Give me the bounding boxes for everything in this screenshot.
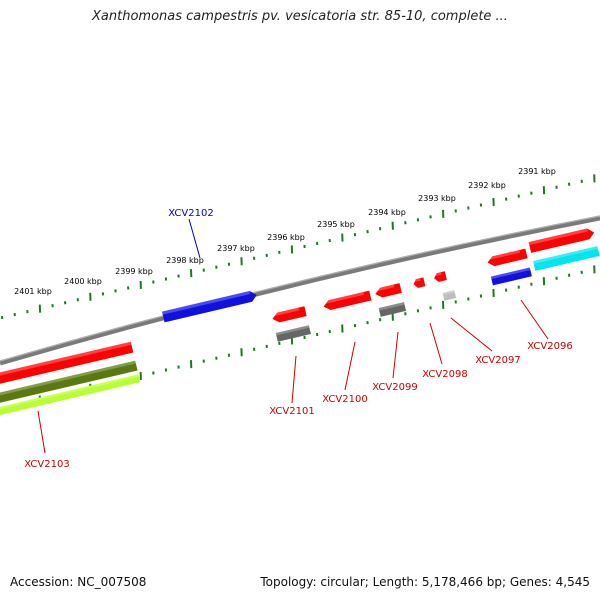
gene-label-xcv2099[interactable]: XCV2099 [372, 382, 417, 393]
xcv2098-feature [433, 271, 447, 282]
kbp-tick-label: 2397 kbp [217, 244, 255, 253]
kbp-tick-label: 2395 kbp [317, 220, 355, 229]
backbone-highlight [0, 215, 600, 362]
kbp-tick-label: 2398 kbp [166, 256, 204, 265]
outer-tick-track [1, 174, 596, 320]
xcv2099-shadow [378, 302, 407, 317]
xcv2098b-feature [412, 277, 426, 288]
kbp-tick-label: 2393 kbp [418, 194, 456, 203]
xcv2103-feature [0, 341, 134, 387]
kbp-tick-label: 2400 kbp [64, 277, 102, 286]
backbone-track [0, 215, 600, 366]
leader-line [188, 218, 201, 259]
gene-label-xcv2097[interactable]: XCV2097 [475, 355, 520, 366]
xcv2097-feature [486, 248, 528, 267]
gene-label-xcv2100[interactable]: XCV2100 [322, 394, 367, 405]
xcv2103-lime-band [0, 374, 141, 416]
xcv2096-feature [528, 228, 595, 253]
genome-summary-text: Topology: circular; Length: 5,178,466 bp… [260, 575, 590, 589]
xcv2101-shadow [275, 325, 311, 342]
kbp-tick-label: 2394 kbp [368, 208, 406, 217]
accession-text: Accession: NC_007508 [10, 575, 147, 589]
kbp-tick-label: 2399 kbp [115, 267, 153, 276]
leader-line [291, 355, 297, 404]
kbp-tick-label: 2392 kbp [468, 181, 506, 190]
kbp-tick-label: 2396 kbp [267, 233, 305, 242]
label-leader-lines [37, 218, 549, 454]
leader-line [344, 341, 356, 391]
gene-label-xcv2098[interactable]: XCV2098 [422, 369, 467, 380]
kbp-tick-label: 2401 kbp [14, 287, 52, 296]
gene-features [0, 228, 600, 416]
leader-line [429, 322, 443, 365]
xcv2101-feature [271, 306, 307, 323]
gene-label-xcv2096[interactable]: XCV2096 [527, 341, 572, 352]
leader-line [392, 331, 399, 379]
xcv2103-shadow [0, 360, 138, 405]
leader-line [37, 410, 46, 454]
xcv2099-feature [374, 283, 402, 298]
gene-label-group: XCV2096 XCV2097 XCV2098 XCV2099 XCV2100 XCV21… [24, 208, 572, 470]
xcv2100-feature [322, 290, 372, 310]
xcv2096-shadow [533, 246, 600, 271]
xcv2098-shadow [442, 290, 457, 301]
xcv2102-feature [162, 291, 257, 323]
leader-line [450, 317, 493, 352]
kbp-tick-labels: 2391 kbp 2392 kbp 2393 kbp 2394 kbp 2395 kbp… [14, 167, 556, 296]
kbp-tick-label: 2391 kbp [518, 167, 556, 176]
gene-label-xcv2101[interactable]: XCV2101 [269, 406, 314, 417]
leader-line [520, 299, 549, 340]
gene-label-xcv2103[interactable]: XCV2103 [24, 459, 69, 470]
map-title: Xanthomonas campestris pv. vesicatoria s… [92, 9, 508, 24]
backbone-line [0, 215, 600, 366]
xcv2097-shadow [490, 267, 532, 286]
gene-label-xcv2102[interactable]: XCV2102 [168, 208, 213, 219]
